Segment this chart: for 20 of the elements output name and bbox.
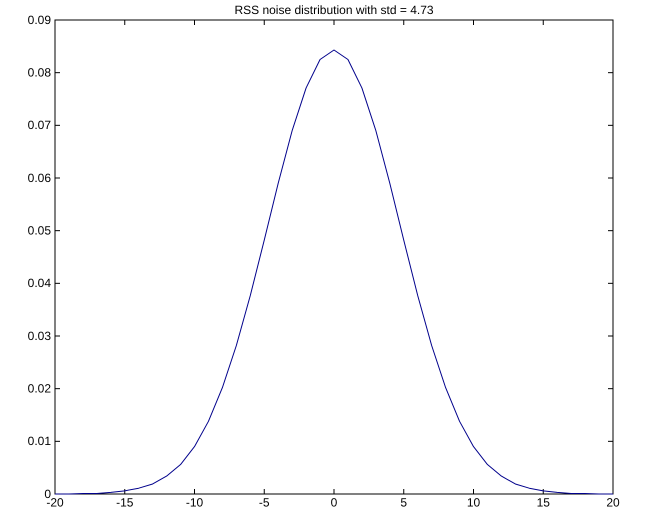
x-tick-label: 10 [466, 496, 480, 510]
x-tick-label: -15 [116, 496, 134, 510]
y-tick-label: 0.09 [28, 12, 52, 27]
x-tick-label: 0 [330, 496, 338, 510]
y-tick-label: 0.08 [28, 66, 52, 80]
x-tick-label: -5 [258, 496, 270, 510]
x-tick-label: -10 [186, 496, 204, 510]
y-tick-label: 0.03 [28, 328, 52, 343]
y-tick-label: 0.04 [28, 276, 52, 290]
chart-title: RSS noise distribution with std = 4.73 [234, 3, 434, 17]
y-tick-label: 0.01 [28, 434, 52, 448]
x-tick-label: 5 [400, 496, 408, 510]
y-tick-label: 0.05 [28, 224, 52, 238]
y-tick-label: 0.06 [28, 170, 52, 185]
x-tick-label: 15 [536, 496, 550, 510]
y-tick-label: 0 [44, 486, 52, 501]
y-tick-label: 0.02 [28, 382, 52, 396]
y-tick-label: 0.07 [28, 118, 52, 132]
x-tick-label: 20 [606, 496, 620, 510]
line-series [54, 50, 614, 494]
